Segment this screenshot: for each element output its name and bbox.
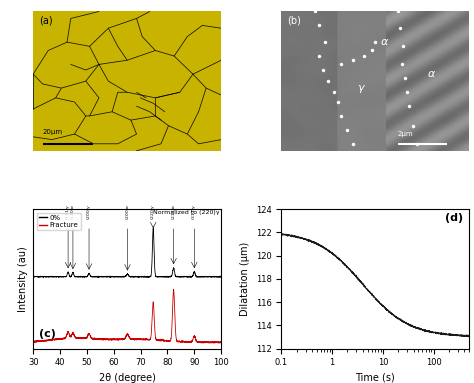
Text: (d): (d) bbox=[446, 213, 464, 223]
Text: $(200)\alpha$: $(200)\alpha$ bbox=[124, 204, 131, 220]
Text: 20μm: 20μm bbox=[43, 129, 63, 136]
Text: Normalized to (220)γ: Normalized to (220)γ bbox=[153, 210, 219, 215]
Text: α: α bbox=[381, 37, 388, 47]
Text: $(220)\gamma$: $(220)\gamma$ bbox=[149, 204, 157, 220]
Legend: 0%, Fracture: 0%, Fracture bbox=[36, 213, 81, 230]
Text: (a): (a) bbox=[39, 16, 53, 26]
Y-axis label: Intensity (au): Intensity (au) bbox=[18, 246, 27, 312]
Text: 2μm: 2μm bbox=[398, 131, 413, 137]
Text: $(311)\gamma$: $(311)\gamma$ bbox=[190, 204, 198, 220]
Y-axis label: Dilatation (μm): Dilatation (μm) bbox=[240, 242, 250, 316]
Text: $(110)\alpha$: $(110)\alpha$ bbox=[69, 204, 76, 220]
X-axis label: Time (s): Time (s) bbox=[356, 373, 395, 383]
Text: $(200)\gamma$: $(200)\gamma$ bbox=[85, 204, 93, 220]
Text: γ: γ bbox=[357, 83, 364, 93]
X-axis label: 2θ (degree): 2θ (degree) bbox=[99, 373, 155, 383]
Text: $(111)\gamma$: $(111)\gamma$ bbox=[64, 204, 72, 220]
Text: α: α bbox=[428, 69, 435, 79]
Text: (c): (c) bbox=[39, 329, 55, 339]
Text: $(211)\alpha$: $(211)\alpha$ bbox=[170, 204, 177, 220]
Text: (b): (b) bbox=[287, 16, 301, 26]
